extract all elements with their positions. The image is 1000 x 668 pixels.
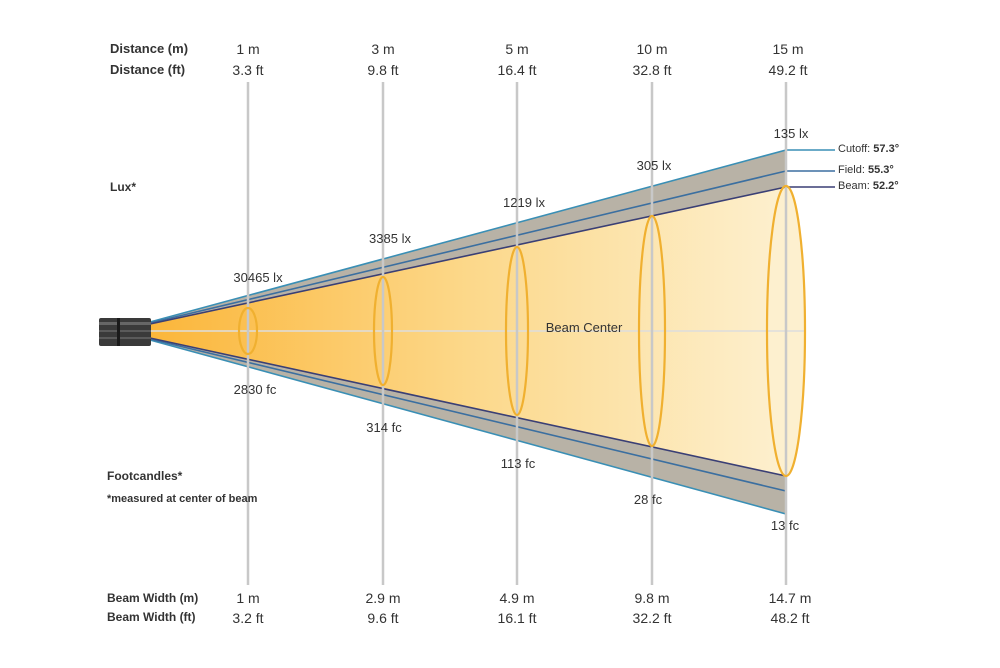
fc-value: 13 fc [770, 518, 800, 533]
beam-ring [372, 275, 394, 387]
beam-ring [237, 306, 259, 356]
beam-width-ft-label: Beam Width (ft) [107, 610, 196, 624]
footnote: *measured at center of beam [107, 493, 258, 505]
distance-m: 3 m [371, 41, 395, 57]
beam-line [149, 337, 787, 477]
fc-value: 2830 fc [233, 382, 277, 397]
beam-width-m-label: Beam Width (m) [107, 591, 199, 605]
lux-label: Lux* [110, 180, 137, 194]
width-ft: 48.2 ft [770, 610, 810, 626]
lux-value: 30465 lx [233, 270, 283, 285]
beam-angle: Beam: 52.2° [838, 180, 899, 192]
width-m: 2.9 m [365, 590, 401, 606]
lux-value: 305 lx [636, 158, 672, 173]
width-ft: 16.1 ft [497, 610, 537, 626]
width-ft: 3.2 ft [232, 610, 264, 626]
width-m: 14.7 m [768, 590, 812, 606]
beam-line [149, 186, 787, 325]
distance-ft: 32.8 ft [632, 62, 672, 78]
lamp-icon [99, 318, 151, 346]
width-ft: 32.2 ft [632, 610, 672, 626]
field-line [149, 338, 787, 492]
width-ft: 9.6 ft [367, 610, 399, 626]
distance-m: 15 m [772, 41, 804, 57]
distance-ft: 3.3 ft [232, 62, 264, 78]
distance-ft-label: Distance (ft) [110, 62, 186, 77]
lux-value: 3385 lx [369, 231, 411, 246]
beam-ring [504, 245, 530, 417]
cutoff-angle: Cutoff: 57.3° [838, 143, 900, 155]
distance-m: 5 m [505, 41, 529, 57]
lux-value: 1219 lx [503, 195, 545, 210]
beam-center-label: Beam Center [545, 320, 623, 335]
footcandles-label: Footcandles* [107, 469, 183, 483]
distance-ft: 16.4 ft [497, 62, 537, 78]
field-line [149, 170, 787, 324]
beam-ring [765, 184, 807, 478]
distance-m: 1 m [236, 41, 260, 57]
beam-ring [637, 214, 667, 448]
fc-value: 314 fc [366, 420, 402, 435]
fc-value: 28 fc [633, 492, 663, 507]
lux-value: 135 lx [773, 126, 809, 141]
distance-ft: 9.8 ft [367, 62, 399, 78]
distance-m: 10 m [636, 41, 668, 57]
distance-ft: 49.2 ft [768, 62, 808, 78]
fc-value: 113 fc [500, 456, 536, 471]
width-m: 9.8 m [634, 590, 670, 606]
cutoff-line [149, 339, 787, 515]
width-m: 4.9 m [499, 590, 535, 606]
distance-m-label: Distance (m) [110, 41, 189, 56]
field-angle: Field: 55.3° [838, 164, 894, 176]
cutoff-line [149, 149, 787, 323]
width-m: 1 m [236, 590, 260, 606]
